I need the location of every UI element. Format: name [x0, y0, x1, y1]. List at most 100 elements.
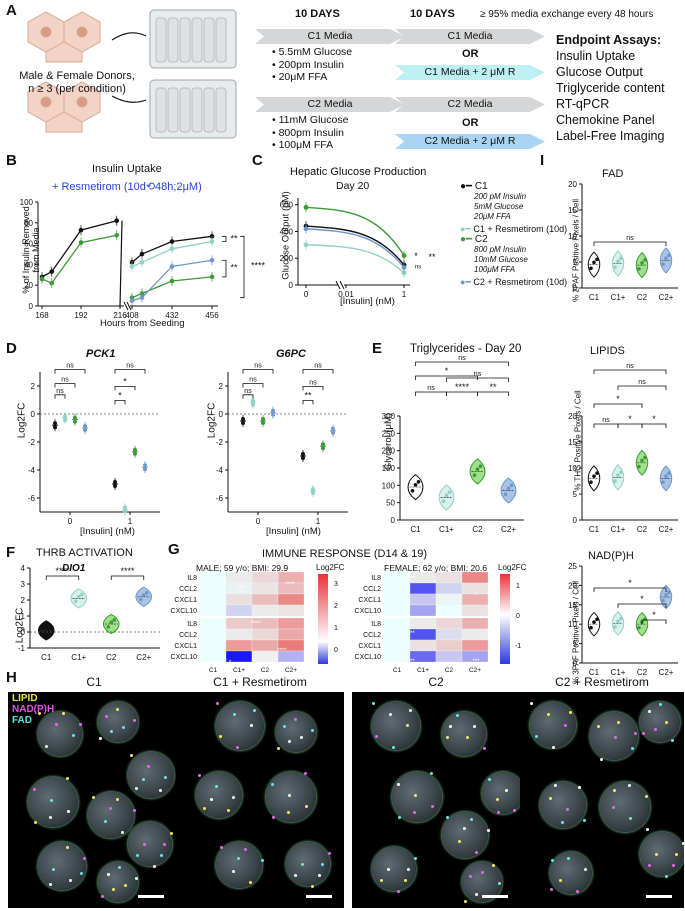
fluorescence-speck: [294, 874, 297, 877]
c2-resmetirom-arrow: C2 Media + 2 μM R: [395, 134, 545, 149]
panel-e-lipids-point-C2: [637, 464, 641, 469]
panel-b-series-line-C1: [41, 220, 117, 278]
panel-e-triglycerides-sig-bracket: [446, 377, 509, 382]
fluorescence-speck: [112, 888, 115, 891]
micrograph-c1r: [176, 692, 344, 908]
cell: [530, 702, 576, 748]
panel-d-pck1-sig-bracket: [54, 383, 76, 388]
pck1-title: PCK1: [86, 348, 116, 360]
heatmap-sig-star: ****: [285, 582, 295, 588]
panel-e-lipids-sig-bracket: [593, 423, 619, 428]
fluorescence-speck: [583, 819, 586, 822]
fluorescence-speck: [104, 820, 107, 823]
heatmap-female-top-cell: [409, 593, 437, 606]
fluorescence-speck: [215, 785, 218, 788]
fluorescence-speck: [614, 736, 617, 739]
arrow-icon: [111, 95, 147, 103]
panel-b-point-C2: [49, 280, 55, 286]
panel-e-lipids-x-tick-label: C1: [589, 525, 600, 534]
panel-f-dio1-y-tick-label: -1: [18, 644, 26, 653]
female-label: FEMALE; 62 y/o; BMI: 20.6: [384, 563, 487, 573]
cell: [550, 852, 592, 894]
fluorescence-speck: [513, 809, 516, 812]
panel-f-dio1-sig-label: ****: [120, 566, 135, 576]
fluorescence-speck: [133, 719, 136, 722]
panel-i-nadph-y-tick-label: 5: [573, 640, 578, 649]
fluorescence-speck: [629, 817, 632, 820]
fluorescence-speck: [318, 874, 321, 877]
fluorescence-speck: [456, 714, 459, 717]
heatmap-male-col-label: C1+: [233, 667, 245, 674]
panel-e-lipids-y-tick-label: 15: [568, 438, 577, 447]
heatmap-male-bottom-cell: [199, 639, 227, 652]
panel-b-series-line-C2: [41, 234, 117, 284]
panel-d-pck1-point-C1: [53, 425, 57, 430]
heatmap-female-top-cell: [435, 571, 463, 584]
panel-e-lipids-y-tick-label: 5: [573, 490, 578, 499]
fluorescence-speck: [387, 868, 390, 871]
heatmap-female-bottom-row-label: CCL2: [363, 632, 381, 639]
panel-i-nadph-point-C1: [595, 617, 599, 622]
heatmap-female-bottom-cell: [409, 639, 437, 652]
panel-b-y-tick-label: 40: [24, 260, 33, 269]
panel-d-pck1-sig-label: *: [123, 376, 127, 386]
heatmap-female-top-cell: [435, 582, 463, 595]
heatmap-female-top-cell: [383, 604, 411, 617]
heatmap-female-bottom-cell: [435, 639, 463, 652]
fluorescence-speck: [552, 746, 555, 749]
fluorescence-speck: [236, 746, 239, 749]
fluorescence-speck: [547, 713, 550, 716]
panel-d-g6pc-x-tick-label: 0: [256, 517, 261, 526]
fluorescence-speck: [66, 846, 69, 849]
panel-e-triglycerides-y-tick-label: 150: [382, 464, 396, 473]
panel-d-pck1-point-C1+: [63, 418, 67, 423]
panel-c-title: Hepatic Glucose Production: [290, 166, 427, 178]
panel-d-g6pc-point-C1+: [311, 491, 315, 495]
male-scale-label: 2: [334, 603, 338, 610]
panel-f-dio1-point-C1: [47, 624, 52, 629]
heatmap-female-top-cell: [435, 593, 463, 606]
panel-d-pck1-point-C2+: [143, 467, 147, 472]
panel-f-dio1-point-C2: [112, 618, 117, 622]
caption-c2r: C2 + Resmetirom: [555, 675, 649, 689]
panel-b-x-tick-label: 432: [165, 311, 179, 320]
panel-d-pck1-sig-label: ns: [66, 363, 74, 370]
panel-b-y-tick-label: 80: [24, 219, 33, 228]
panel-c-curve-C1: [305, 225, 405, 266]
heatmap-female-col-label: C2: [445, 667, 454, 674]
heatmap-sig-star: ****: [405, 576, 415, 582]
fluorescence-speck: [311, 729, 314, 732]
fluorescence-speck: [45, 745, 48, 748]
hepatocyte-cluster-top: [27, 11, 101, 63]
panel-d-pck1-y-tick-label: 0: [31, 410, 36, 419]
panel-f-dio1-point-C2+: [144, 590, 149, 595]
female-scale-label: 1: [516, 583, 520, 590]
heatmap-female-bottom-cell: [461, 617, 489, 630]
heatmap-female-top-row-label: IL8: [371, 575, 381, 582]
panel-e-lipids-sig-bracket: [593, 403, 643, 408]
fluorescence-speck: [164, 776, 167, 779]
panel-d-pck1-sig-bracket: [54, 369, 86, 374]
heatmap-male-bottom-cell: [199, 650, 227, 663]
panel-e-lipids-sig-label: ns: [602, 417, 610, 424]
panel-i-nadph-point-C2+: [664, 593, 668, 597]
panel-i-nadph-point-C2: [637, 625, 641, 630]
heatmap-female-bottom-cell: [461, 650, 489, 663]
panel-c-x-tick-label: 0: [304, 290, 309, 299]
panel-b-xlabel: Hours from Seeding: [100, 318, 185, 329]
fluorescence-speck: [567, 857, 570, 860]
panel-b-point-C1+: [169, 246, 175, 252]
panel-d-g6pc-point-C2: [321, 442, 325, 447]
panel-b-point-C1: [209, 234, 215, 239]
panel-d-g6pc-point-C1+: [251, 402, 255, 407]
panel-c-x-tick-label: 0.01: [338, 290, 354, 299]
fluorescence-speck: [301, 863, 304, 866]
panel-e-lipids-sig-bracket: [617, 385, 667, 390]
endpoint-assays: Endpoint Assays: Insulin Uptake Glucose …: [556, 33, 665, 143]
panel-f-dio1-point-C1+: [76, 594, 81, 599]
c1-resmetirom-arrow: C1 Media + 2 μM R: [395, 65, 545, 80]
panel-f-dio1-y-tick-label: 4: [21, 564, 26, 573]
panel-d-pck1-point-C2+: [83, 428, 87, 432]
panel-e-triglycerides-point-C1+: [447, 490, 452, 495]
panel-f-dio1-y-tick-label: 0: [21, 628, 26, 637]
